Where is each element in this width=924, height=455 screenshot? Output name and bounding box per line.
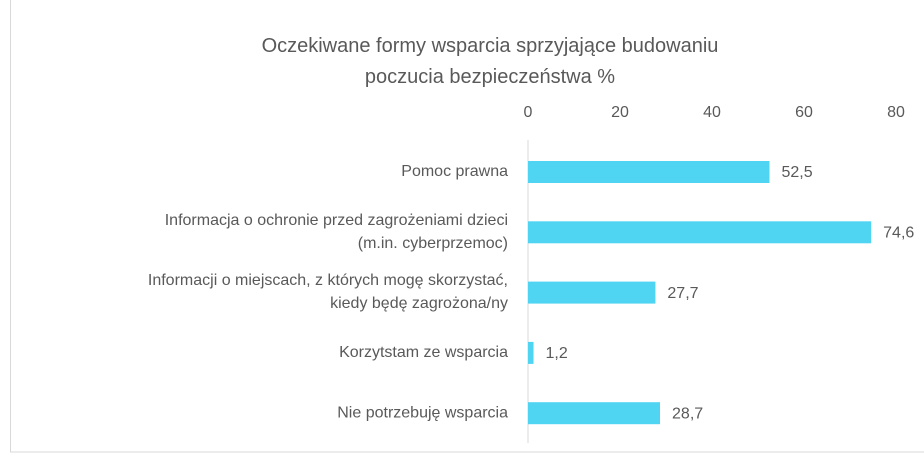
- x-tick-label: 80: [887, 104, 905, 121]
- x-tick-label: 40: [703, 104, 721, 121]
- bar: [528, 281, 656, 304]
- data-label: 74,6: [883, 225, 914, 242]
- data-label: 28,7: [672, 405, 703, 422]
- bar: [528, 161, 770, 183]
- data-label: 52,5: [782, 164, 813, 181]
- data-label: 27,7: [667, 285, 698, 302]
- y-tick-label: Pomoc prawna: [401, 163, 508, 180]
- x-tick-label: 20: [611, 104, 629, 121]
- data-label: 1,2: [546, 345, 568, 362]
- y-tick-label: Nie potrzebuję wsparcia: [337, 404, 508, 421]
- x-tick-label: 60: [795, 104, 813, 121]
- y-tick-label: Korzytstam ze wsparcia: [339, 344, 508, 361]
- y-tick-label: Informacji o miejscach, z których mogę s…: [148, 272, 508, 312]
- chart-border: [10, 0, 924, 453]
- bar: [528, 402, 661, 425]
- y-tick-label: Informacja o ochronie przed zagrożeniami…: [165, 212, 508, 252]
- x-tick-label: 0: [524, 104, 533, 121]
- chart-title: Oczekiwane formy wsparcia sprzyjające bu…: [262, 35, 719, 88]
- bar: [528, 221, 872, 244]
- bar: [528, 341, 534, 364]
